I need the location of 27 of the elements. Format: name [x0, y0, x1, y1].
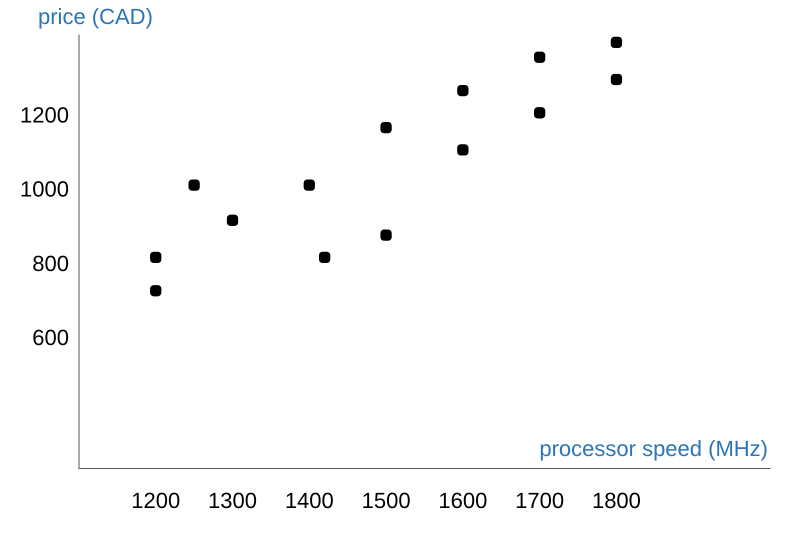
point	[319, 252, 330, 264]
x-tick-label: 1400	[284, 488, 334, 513]
x-tick-label: 1200	[131, 488, 180, 513]
x-tick-label: 1300	[208, 488, 257, 513]
x-tick-label: 1500	[362, 488, 411, 513]
x-axis-title: processor speed (MHz)	[539, 436, 768, 462]
point	[304, 179, 315, 191]
x-tick-label: 1700	[515, 488, 564, 513]
point	[150, 285, 162, 296]
y-tick-label: 1200	[20, 102, 69, 128]
point	[534, 107, 546, 118]
y-tick-label: 1000	[20, 176, 69, 202]
x-tick-label: 1800	[592, 488, 641, 513]
point	[226, 214, 238, 226]
y-tick-label: 600	[32, 324, 69, 350]
point	[380, 229, 392, 241]
point	[188, 179, 200, 191]
point	[610, 36, 622, 48]
point	[457, 84, 469, 96]
point	[150, 252, 162, 264]
point	[380, 122, 392, 134]
point	[610, 74, 622, 86]
y-tick-label: 800	[32, 250, 69, 276]
point	[457, 144, 469, 156]
x-tick-label: 1600	[438, 488, 488, 513]
y-axis-title: price (CAD)	[38, 4, 153, 30]
point	[534, 52, 546, 63]
